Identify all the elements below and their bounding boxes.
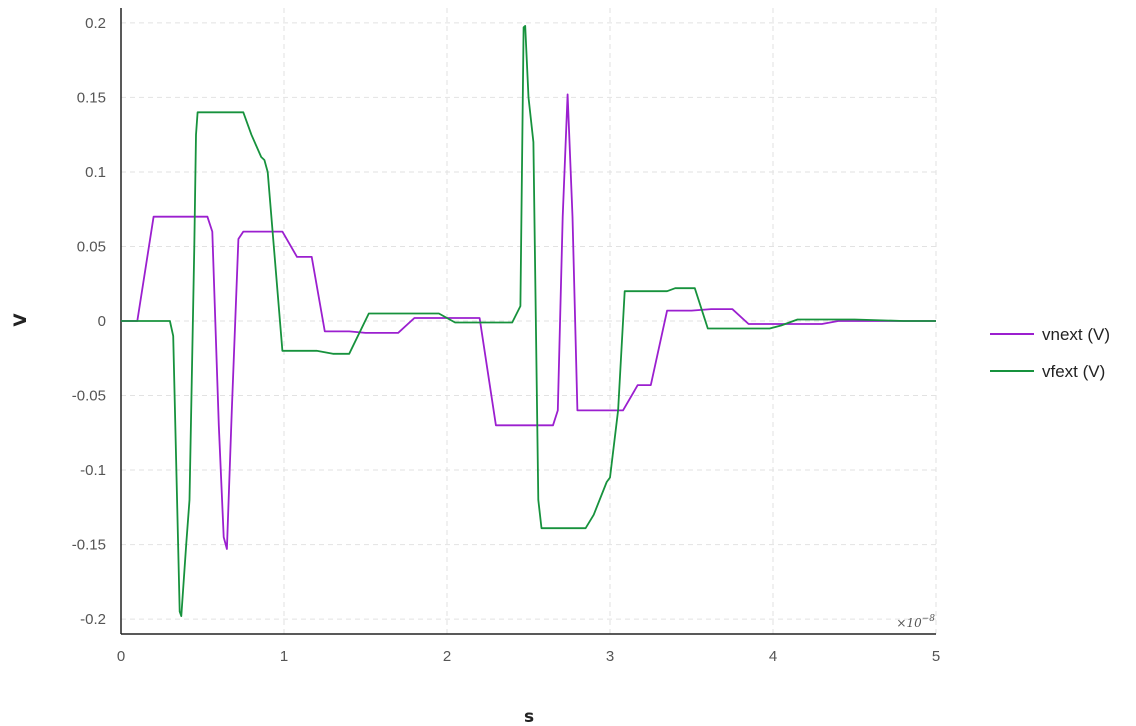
x-tick-label: 2 (443, 648, 451, 665)
legend-label: vfext (V) (1042, 362, 1105, 381)
y-tick-label: 0.2 (85, 15, 106, 32)
y-axis-title: V (11, 313, 31, 327)
x-tick-label: 4 (769, 648, 777, 665)
y-tick-label: -0.15 (72, 537, 106, 554)
x-tick-label: 5 (932, 648, 940, 665)
y-tick-label: 0.1 (85, 164, 106, 181)
y-tick-label: 0.15 (77, 89, 106, 106)
x-tick-labels: 0 1 2 3 4 5 (117, 648, 940, 665)
y-tick-label: 0 (98, 313, 106, 330)
y-tick-label: -0.2 (80, 611, 106, 628)
x-axis-title: s (524, 707, 534, 726)
series-line (121, 94, 936, 549)
x-tick-label: 1 (280, 648, 288, 665)
x-tick-label: 0 (117, 648, 125, 665)
legend: vnext (V) vfext (V) (990, 325, 1110, 381)
x-exponent-label: ×10−8 (896, 614, 935, 630)
legend-label: vnext (V) (1042, 325, 1110, 344)
y-tick-label: -0.1 (80, 462, 106, 479)
y-tick-label: 0.05 (77, 238, 106, 255)
y-tick-label: -0.05 (72, 388, 106, 405)
y-tick-labels: -0.2 -0.15 -0.1 -0.05 0 0.05 0.1 0.15 0.2 (72, 15, 106, 628)
x-tick-label: 3 (606, 648, 614, 665)
